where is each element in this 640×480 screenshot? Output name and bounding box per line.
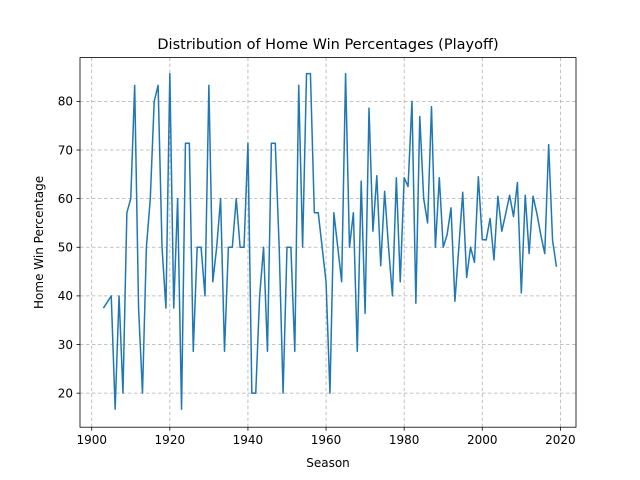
y-tick-label: 30 <box>58 338 73 352</box>
y-tick-label: 40 <box>58 289 73 303</box>
x-tick-label: 1980 <box>389 433 420 447</box>
x-axis-label: Season <box>306 456 350 470</box>
series-layer <box>102 72 558 410</box>
y-axis-label: Home Win Percentage <box>32 176 46 309</box>
plot-frame <box>79 57 577 428</box>
x-tick-label: 1960 <box>311 433 342 447</box>
series-line <box>102 72 558 410</box>
ticks-layer: 1900 1920 1940 1960 1980 2000 2020203040506070… <box>58 95 576 448</box>
y-tick-label: 80 <box>58 95 73 109</box>
x-tick-label: 2000 <box>467 433 498 447</box>
y-tick-label: 20 <box>58 386 73 400</box>
y-tick-label: 70 <box>58 143 73 157</box>
chart-title: Distribution of Home Win Percentages (Pl… <box>157 37 498 53</box>
x-tick-label: 2020 <box>545 433 576 447</box>
x-tick-label: 1940 <box>233 433 264 447</box>
x-tick-label: 1920 <box>155 433 186 447</box>
y-tick-label: 50 <box>58 241 73 255</box>
x-tick-label: 1900 <box>76 433 107 447</box>
y-tick-label: 60 <box>58 192 73 206</box>
